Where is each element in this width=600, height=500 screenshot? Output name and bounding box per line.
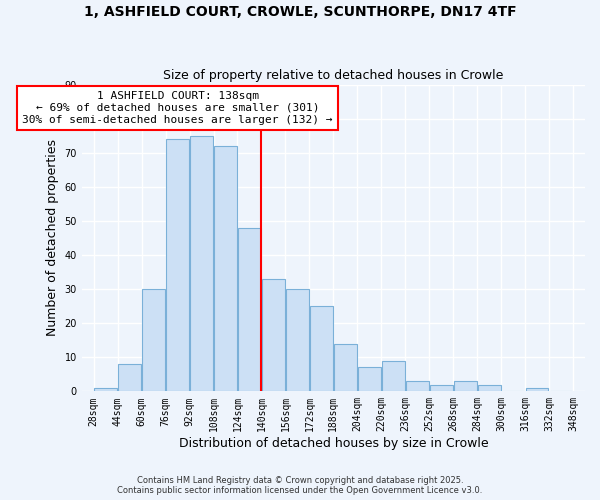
Bar	[454, 381, 476, 392]
Bar	[334, 344, 357, 392]
Bar	[94, 388, 117, 392]
Bar	[358, 368, 380, 392]
Bar	[310, 306, 333, 392]
Bar	[406, 381, 428, 392]
Bar	[382, 360, 404, 392]
Y-axis label: Number of detached properties: Number of detached properties	[46, 140, 59, 336]
Bar	[262, 279, 285, 392]
Bar	[142, 289, 165, 392]
Bar	[166, 139, 189, 392]
Bar	[478, 384, 500, 392]
Bar	[118, 364, 141, 392]
Text: 1 ASHFIELD COURT: 138sqm
← 69% of detached houses are smaller (301)
30% of semi-: 1 ASHFIELD COURT: 138sqm ← 69% of detach…	[22, 92, 333, 124]
Title: Size of property relative to detached houses in Crowle: Size of property relative to detached ho…	[163, 69, 503, 82]
Bar	[430, 384, 452, 392]
Bar	[286, 289, 309, 392]
Text: 1, ASHFIELD COURT, CROWLE, SCUNTHORPE, DN17 4TF: 1, ASHFIELD COURT, CROWLE, SCUNTHORPE, D…	[83, 5, 517, 19]
Bar	[526, 388, 548, 392]
Bar	[238, 228, 261, 392]
X-axis label: Distribution of detached houses by size in Crowle: Distribution of detached houses by size …	[179, 437, 488, 450]
Bar	[190, 136, 213, 392]
Bar	[214, 146, 237, 392]
Text: Contains HM Land Registry data © Crown copyright and database right 2025.
Contai: Contains HM Land Registry data © Crown c…	[118, 476, 482, 495]
